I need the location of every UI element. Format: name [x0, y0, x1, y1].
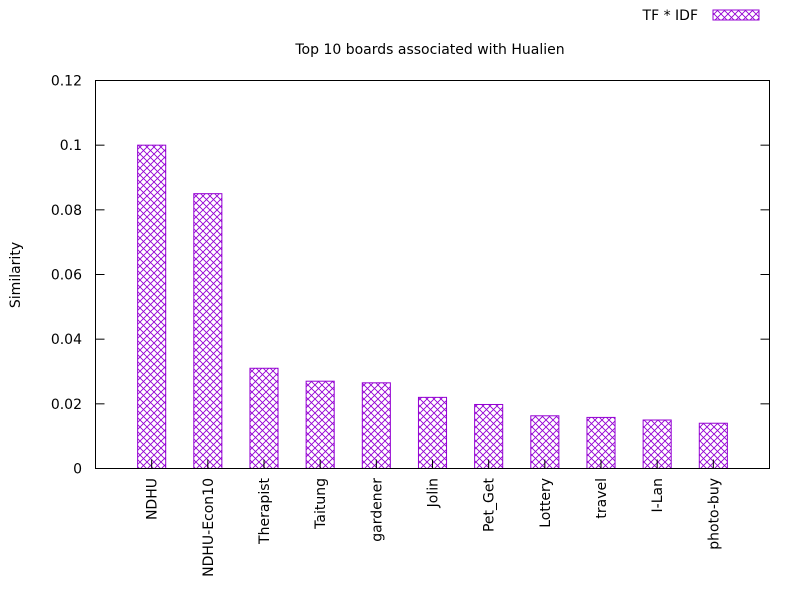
legend-label: TF * IDF: [642, 8, 698, 24]
y-tick-label: 0.08: [51, 203, 82, 219]
bar-pet-get: [474, 403, 504, 470]
bar-taitung: [305, 380, 335, 470]
legend-swatch: [712, 9, 760, 21]
x-tick-label: Taitung: [313, 478, 329, 530]
y-tick-label: 0.06: [51, 268, 82, 284]
legend: TF * IDF: [642, 8, 760, 24]
x-tick-label: Jolin: [426, 478, 442, 508]
x-tick-label: photo-buy: [706, 478, 722, 550]
y-axis-label: Similarity: [8, 242, 24, 308]
chart-title: Top 10 boards associated with Hualien: [294, 42, 564, 58]
x-tick-label: NDHU-Econ10: [201, 478, 217, 577]
y-tick-label: 0.02: [51, 397, 82, 413]
x-tick-label: NDHU: [145, 478, 161, 520]
y-tick-label: 0.1: [60, 138, 82, 154]
y-tick-label: 0.04: [51, 332, 82, 348]
x-tick-label: Lottery: [538, 478, 554, 528]
x-tick-label: Pet_Get: [482, 477, 498, 532]
bar-gardener: [361, 382, 391, 470]
bar-therapist: [249, 367, 279, 469]
bar-ndhu: [137, 144, 167, 470]
y-tick-label: 0: [73, 462, 82, 478]
x-tick-label: Therapist: [257, 477, 273, 544]
x-tick-label: gardener: [369, 478, 385, 542]
x-tick-label: I-Lan: [650, 478, 666, 512]
bar-ndhu-econ10: [193, 193, 223, 470]
bar-jolin: [417, 396, 448, 469]
y-tick-label: 0.12: [51, 74, 82, 90]
x-tick-label: travel: [594, 478, 610, 519]
plot-frame: [95, 80, 770, 469]
